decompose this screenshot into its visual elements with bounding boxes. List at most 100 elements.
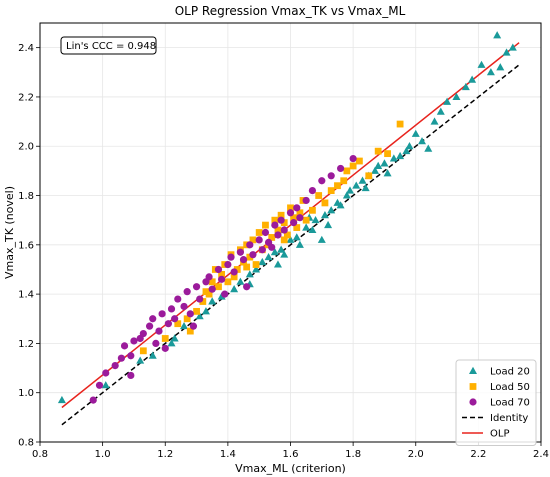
data-point-load-70 [120,342,129,350]
data-point-load-20 [443,97,452,105]
data-point-load-20 [418,137,427,145]
data-point-load-20 [236,277,245,285]
data-point-load-70 [277,216,285,224]
data-point-load-20 [320,211,329,219]
scatter-points [57,31,517,404]
data-point-load-70 [268,243,276,251]
data-point-load-20 [264,252,273,261]
data-point-load-70 [349,154,357,163]
data-point-load-70 [127,352,135,360]
data-point-load-50 [215,283,222,291]
legend-label: Load 20 [490,367,530,378]
data-point-load-70 [102,369,110,377]
y-tick-label: 1.0 [18,388,34,399]
data-point-load-50 [396,120,404,128]
ccc-annotation-box: Lin's CCC = 0.948 [60,36,157,55]
data-point-load-50 [161,335,169,342]
data-point-load-20 [436,107,445,115]
data-point-load-50 [139,347,147,355]
data-point-load-70 [236,248,244,256]
x-tick-label: 1.0 [95,449,111,460]
data-point-load-50 [365,172,373,180]
data-point-load-20 [170,334,179,342]
data-point-load-20 [270,248,279,256]
data-point-load-20 [336,201,345,209]
legend-entry: Identity [462,413,528,424]
data-point-load-20 [383,169,392,177]
data-point-load-70 [227,253,235,261]
x-tick-label: 1.8 [345,449,361,460]
data-point-load-70 [249,251,257,259]
data-point-load-70 [171,315,179,323]
data-point-load-70 [318,177,326,185]
data-point-load-70 [296,214,304,222]
data-point-load-50 [252,261,260,268]
data-point-load-20 [430,117,439,125]
data-point-load-20 [201,307,210,315]
data-point-load-70 [308,187,317,195]
data-point-load-70 [130,337,138,345]
data-point-load-20 [477,60,486,68]
data-point-load-70 [274,231,282,239]
data-point-load-50 [262,221,269,229]
data-point-load-50 [246,253,254,261]
data-point-load-20 [461,82,470,91]
data-point-load-70 [161,344,169,352]
data-point-load-70 [152,339,160,348]
legend-label: Load 70 [490,398,530,409]
data-point-load-50 [208,278,216,286]
y-tick-label: 1.6 [18,240,34,251]
legend-entry: Load 50 [469,382,530,393]
data-point-load-20 [352,181,361,189]
data-point-load-70 [167,305,176,313]
data-point-load-20 [508,43,517,51]
data-point-load-50 [349,162,357,170]
axis-ticks: 0.8 1.0 1.2 1.4 1.6 1.8 2.0 2.2 2.4 0.8 1.0 1.2 1.4 1… [18,43,549,460]
data-point-load-70 [127,371,135,380]
data-point-load-70 [117,354,126,362]
x-axis-label: Vmax_ML (criterion) [235,462,346,475]
x-tick-label: 1.2 [157,449,173,460]
x-tick-label: 2.4 [533,449,549,460]
data-point-load-50 [280,236,288,244]
data-point-load-20 [57,395,66,404]
data-point-load-50 [249,236,257,244]
data-point-load-50 [343,167,351,175]
data-point-load-20 [452,92,461,100]
data-point-load-20 [380,159,389,167]
data-point-load-50 [334,182,341,190]
data-point-load-20 [167,339,176,347]
data-point-load-70 [337,164,345,173]
legend-label: Load 50 [490,382,530,393]
data-point-load-70 [218,275,226,283]
data-point-load-70 [246,241,254,249]
data-point-load-50 [327,187,335,194]
data-point-load-70 [302,196,310,205]
data-point-load-70 [286,209,295,217]
data-point-load-20 [405,142,414,150]
x-tick-label: 1.6 [283,449,299,460]
data-point-load-70 [89,396,97,404]
y-axis-label: Vmax_TK (novel) [3,186,16,279]
data-point-load-20 [493,31,502,39]
data-point-load-50 [290,214,298,222]
y-tick-label: 1.8 [18,191,34,202]
legend-label: Identity [490,413,528,424]
data-point-load-20 [292,233,301,241]
reference-lines [61,42,520,426]
data-point-load-50 [233,266,241,273]
data-point-load-50 [296,209,304,217]
data-point-load-20 [402,146,411,155]
data-point-load-70 [255,236,263,244]
data-point-load-70 [205,273,213,281]
y-tick-label: 2.2 [18,92,34,103]
data-point-load-50 [224,278,232,286]
legend-circle-icon [469,398,477,406]
data-point-load-20 [496,63,505,71]
data-point-load-70 [186,310,194,318]
y-tick-label: 1.4 [18,290,34,301]
data-point-load-50 [243,263,251,271]
olp-line [61,42,520,409]
data-point-load-50 [255,229,263,236]
